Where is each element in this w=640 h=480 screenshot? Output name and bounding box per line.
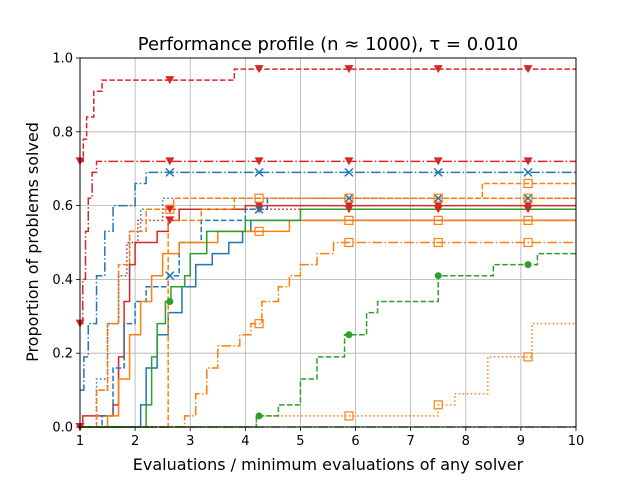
marker-triangle bbox=[344, 65, 354, 74]
marker-square bbox=[523, 193, 533, 203]
marker-triangle bbox=[523, 201, 533, 210]
marker-x bbox=[165, 271, 175, 281]
marker-x bbox=[165, 167, 175, 177]
series-red-dashdot-triangle bbox=[80, 160, 576, 325]
marker-square bbox=[433, 215, 443, 225]
plot-frame bbox=[79, 57, 577, 428]
markers-layer bbox=[75, 65, 533, 431]
marker-square bbox=[165, 204, 175, 214]
x-tick-label: 8 bbox=[462, 434, 470, 449]
x-axis-label: Evaluations / minimum evaluations of any… bbox=[133, 455, 524, 474]
series-blue-dashdot-x bbox=[80, 171, 576, 391]
marker-x bbox=[433, 167, 443, 177]
y-tick-label: 0.2 bbox=[52, 347, 73, 362]
marker-triangle bbox=[523, 157, 533, 166]
y-tick-label: 1.0 bbox=[52, 52, 73, 67]
marker-square bbox=[523, 178, 533, 189]
series-green-solid-circle bbox=[80, 208, 576, 428]
chart-title: Performance profile (n ≈ 1000), τ = 0.01… bbox=[138, 34, 519, 55]
marker-square bbox=[344, 411, 354, 421]
y-tick-label: 0.6 bbox=[52, 199, 73, 214]
x-tick-label: 10 bbox=[568, 434, 585, 449]
y-tick-label: 0.8 bbox=[52, 125, 73, 140]
series-red-dotted-triangle bbox=[80, 208, 576, 428]
marker-square bbox=[344, 237, 354, 248]
x-tick-label: 1 bbox=[76, 434, 84, 449]
y-tick-label: 0.4 bbox=[52, 273, 73, 288]
marker-triangle bbox=[433, 65, 443, 74]
x-tick-label: 3 bbox=[186, 434, 194, 449]
marker-triangle bbox=[433, 201, 443, 210]
marker-square bbox=[254, 193, 264, 203]
marker-square bbox=[523, 352, 533, 362]
marker-x bbox=[344, 193, 354, 203]
marker-x bbox=[433, 193, 443, 203]
series-orange-dashed-square bbox=[80, 197, 576, 428]
series-orange-dashed-2-square bbox=[80, 182, 576, 428]
marker-square bbox=[433, 193, 443, 203]
marker-triangle bbox=[254, 201, 264, 210]
x-tick-label: 2 bbox=[131, 434, 139, 449]
marker-square bbox=[433, 400, 443, 410]
marker-triangle bbox=[344, 157, 354, 166]
x-axis: 1 2 3 4 5 6 7 8 9 10 bbox=[76, 427, 584, 449]
x-tick-label: 9 bbox=[517, 434, 525, 449]
marker-x bbox=[254, 167, 264, 177]
series-green-dashed-circle bbox=[80, 252, 576, 428]
marker-circle bbox=[434, 272, 442, 280]
marker-triangle bbox=[523, 65, 533, 74]
marker-square bbox=[254, 319, 264, 329]
marker-x bbox=[523, 167, 533, 177]
marker-triangle bbox=[433, 157, 443, 166]
marker-triangle bbox=[344, 201, 354, 210]
marker-square bbox=[344, 215, 354, 225]
series-orange-solid-square bbox=[80, 219, 576, 428]
marker-x bbox=[254, 204, 264, 214]
marker-circle bbox=[255, 412, 263, 420]
y-tick-label: 0.0 bbox=[52, 421, 73, 436]
marker-circle bbox=[345, 331, 353, 339]
marker-square bbox=[523, 215, 533, 225]
marker-triangle bbox=[165, 157, 175, 166]
marker-square bbox=[523, 237, 533, 248]
series-orange-dashdot-square bbox=[80, 241, 576, 428]
x-tick-label: 6 bbox=[351, 434, 359, 449]
marker-circle bbox=[166, 298, 174, 306]
marker-square bbox=[344, 193, 354, 203]
marker-x bbox=[523, 193, 533, 203]
series-layer bbox=[80, 68, 576, 428]
marker-square bbox=[433, 237, 443, 248]
series-blue-solid bbox=[80, 219, 576, 428]
series-red-dashed-triangle bbox=[80, 68, 576, 163]
marker-circle bbox=[524, 261, 532, 269]
x-tick-label: 7 bbox=[407, 434, 415, 449]
marker-x bbox=[344, 167, 354, 177]
marker-triangle bbox=[165, 76, 175, 85]
y-axis: 0.0 0.2 0.4 0.6 0.8 1.0 bbox=[52, 52, 80, 436]
marker-triangle bbox=[165, 205, 175, 214]
y-axis-label: Proportion of problems solved bbox=[23, 122, 42, 362]
series-blue-dashed-x bbox=[80, 197, 576, 428]
x-tick-label: 4 bbox=[241, 434, 249, 449]
x-tick-label: 5 bbox=[296, 434, 304, 449]
marker-square bbox=[254, 226, 264, 237]
marker-triangle bbox=[254, 157, 264, 166]
marker-triangle bbox=[254, 65, 264, 74]
marker-triangle bbox=[165, 216, 175, 225]
